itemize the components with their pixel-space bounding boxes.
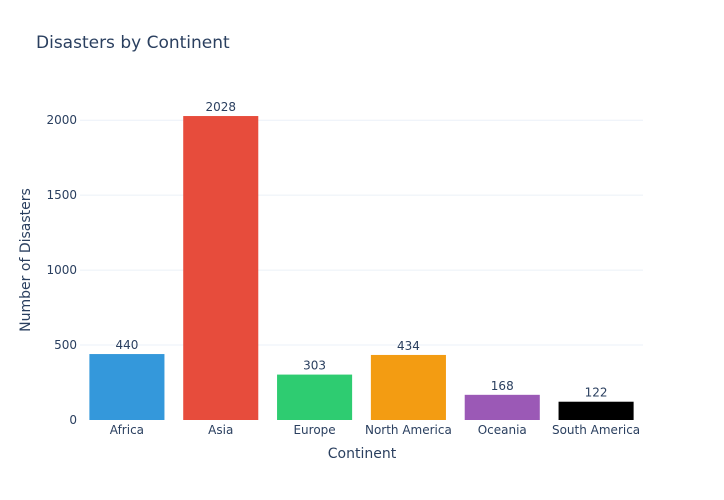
y-tick-label: 0 — [69, 413, 77, 427]
gridlines — [80, 119, 643, 346]
data-label: 303 — [303, 359, 326, 373]
bars — [89, 116, 634, 420]
data-label: 434 — [397, 339, 420, 353]
y-tick-label: 1500 — [46, 188, 77, 202]
y-tick-label: 1000 — [46, 263, 77, 277]
x-tick-label: Oceania — [478, 423, 527, 437]
y-tick-label: 2000 — [46, 113, 77, 127]
x-axis-ticks: Africa Asia Europe North America Oceania Sout… — [110, 423, 640, 437]
y-axis-ticks: 0 500 1000 1500 2000 — [46, 113, 77, 427]
x-tick-label: Africa — [110, 423, 144, 437]
y-tick-label: 500 — [54, 338, 77, 352]
data-label: 168 — [491, 379, 514, 393]
data-label: 2028 — [205, 100, 236, 114]
bar — [183, 116, 259, 420]
chart-title: Disasters by Continent — [36, 33, 230, 53]
data-label: 440 — [115, 338, 138, 352]
bar — [277, 374, 353, 420]
data-label: 122 — [585, 386, 608, 400]
x-tick-label: North America — [365, 423, 452, 437]
bar — [370, 354, 446, 420]
bar — [558, 401, 634, 420]
x-tick-label: South America — [552, 423, 640, 437]
bar — [89, 354, 165, 420]
y-axis-title: Number of Disasters — [18, 188, 34, 332]
x-tick-label: Asia — [208, 423, 233, 437]
data-labels: 440 2028 303 434 168 122 — [115, 100, 607, 400]
x-tick-label: Europe — [293, 423, 335, 437]
x-axis-title: Continent — [327, 446, 397, 462]
bar — [464, 394, 540, 420]
